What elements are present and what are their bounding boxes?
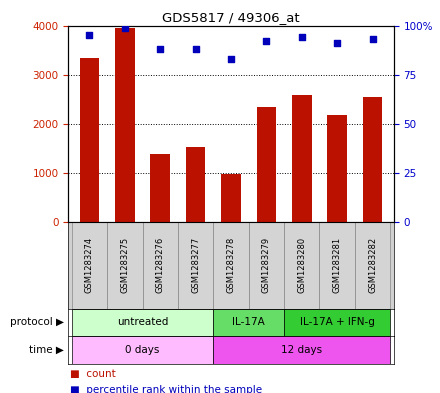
Bar — [115, 28, 135, 222]
Point — [334, 40, 341, 46]
Text: GSM1283280: GSM1283280 — [297, 237, 306, 293]
Bar — [213, 222, 249, 309]
Text: protocol ▶: protocol ▶ — [10, 317, 64, 327]
Bar — [178, 222, 213, 309]
Bar — [213, 309, 284, 336]
Bar — [284, 222, 319, 309]
Bar — [213, 336, 390, 364]
Text: GSM1283282: GSM1283282 — [368, 237, 377, 293]
Text: 12 days: 12 days — [281, 345, 323, 355]
Text: GSM1283276: GSM1283276 — [156, 237, 165, 294]
Text: GSM1283278: GSM1283278 — [227, 237, 235, 294]
Point — [157, 46, 164, 52]
Bar — [319, 222, 355, 309]
Bar — [80, 58, 99, 222]
Bar — [327, 115, 347, 222]
Text: untreated: untreated — [117, 317, 168, 327]
Bar — [186, 147, 205, 222]
Text: ■  percentile rank within the sample: ■ percentile rank within the sample — [70, 385, 263, 393]
Text: GSM1283277: GSM1283277 — [191, 237, 200, 294]
Bar — [284, 309, 390, 336]
Point — [227, 56, 235, 62]
Point — [263, 38, 270, 44]
Bar — [107, 222, 143, 309]
Text: GSM1283274: GSM1283274 — [85, 237, 94, 293]
Bar — [221, 174, 241, 222]
Bar — [363, 97, 382, 222]
Bar — [249, 222, 284, 309]
Point — [192, 46, 199, 52]
Point — [369, 36, 376, 42]
Text: GSM1283279: GSM1283279 — [262, 237, 271, 293]
Bar — [72, 336, 213, 364]
Bar — [257, 107, 276, 222]
Bar — [72, 309, 213, 336]
Bar — [143, 222, 178, 309]
Text: GSM1283275: GSM1283275 — [120, 237, 129, 293]
Bar — [355, 222, 390, 309]
Point — [298, 34, 305, 40]
Point — [86, 32, 93, 39]
Title: GDS5817 / 49306_at: GDS5817 / 49306_at — [162, 11, 300, 24]
Bar — [292, 95, 312, 222]
Text: GSM1283281: GSM1283281 — [333, 237, 342, 293]
Text: IL-17A + IFN-g: IL-17A + IFN-g — [300, 317, 374, 327]
Point — [121, 24, 128, 31]
Text: IL-17A: IL-17A — [232, 317, 265, 327]
Text: ■  count: ■ count — [70, 369, 116, 379]
Bar — [150, 154, 170, 222]
Text: time ▶: time ▶ — [29, 345, 64, 355]
Bar — [72, 222, 107, 309]
Text: 0 days: 0 days — [125, 345, 160, 355]
